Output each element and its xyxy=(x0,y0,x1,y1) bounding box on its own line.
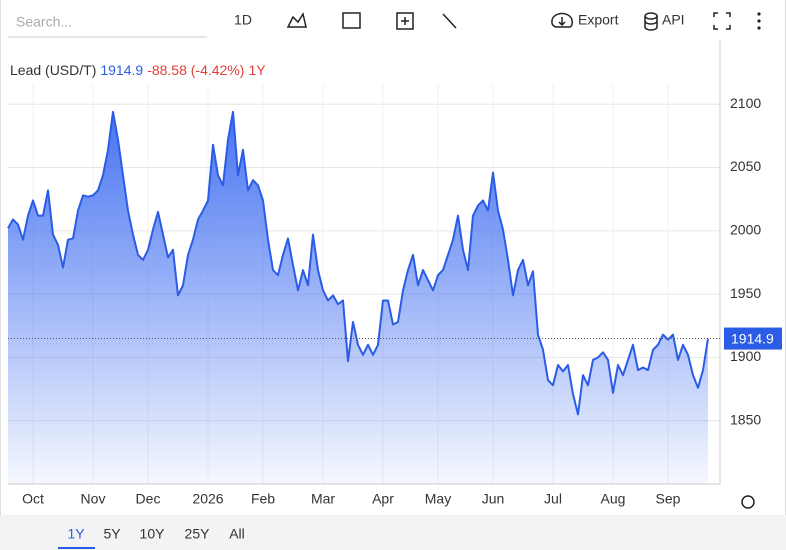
x-tick-label: Dec xyxy=(136,491,161,507)
y-tick-label: 2050 xyxy=(730,158,761,174)
gear-icon[interactable] xyxy=(741,495,755,509)
search-input[interactable]: Search... xyxy=(16,14,72,30)
y-tick-label: 1950 xyxy=(730,285,761,301)
y-tick-label: 1850 xyxy=(730,411,761,427)
last-value-box xyxy=(724,327,782,350)
x-tick-label: Jul xyxy=(544,491,562,507)
api-icon[interactable] xyxy=(644,12,658,20)
x-tick-label: Aug xyxy=(601,491,626,507)
compare-icon[interactable] xyxy=(396,12,414,30)
menu-icon[interactable] xyxy=(757,12,761,30)
x-tick-label: 2026 xyxy=(192,491,223,507)
legend-price: 1914.9 xyxy=(100,62,143,78)
range-button[interactable]: 25Y xyxy=(185,526,211,542)
range-button[interactable]: All xyxy=(229,526,245,542)
y-tick-label: 2000 xyxy=(730,222,761,238)
x-tick-label: Sep xyxy=(656,491,681,507)
range-button[interactable]: 5Y xyxy=(103,526,121,542)
range-button[interactable]: 10Y xyxy=(140,526,166,542)
line xyxy=(7,110,709,416)
x-tick-label: Feb xyxy=(251,491,275,507)
last-value-label: 1914.9 xyxy=(731,330,774,346)
x-tick-label: May xyxy=(425,491,451,507)
x-tick-label: Apr xyxy=(372,491,394,507)
export-button[interactable]: Export xyxy=(578,12,619,28)
x-tick-label: Jun xyxy=(482,491,505,507)
fullscreen-icon[interactable] xyxy=(713,12,731,30)
x-tick-label: Mar xyxy=(311,491,335,507)
calendar-icon[interactable] xyxy=(342,12,361,29)
legend-name: Lead (USD/T) xyxy=(10,62,96,78)
range-bar xyxy=(0,515,786,550)
legend: Lead (USD/T) 1914.9 -88.58 (-4.42%) 1Y xyxy=(10,62,266,78)
settings-wrench[interactable] xyxy=(442,13,457,29)
interval-button[interactable]: 1D xyxy=(234,12,252,28)
export-icon[interactable] xyxy=(551,12,574,28)
y-tick-label: 1900 xyxy=(730,348,761,364)
legend-change: -88.58 (-4.42%) xyxy=(147,62,244,78)
legend-period: 1Y xyxy=(248,62,266,78)
api-icon-body xyxy=(644,16,658,31)
chart-type-icon[interactable] xyxy=(286,12,307,28)
area xyxy=(8,111,708,485)
range-button[interactable]: 1Y xyxy=(67,526,85,542)
x-tick-label: Nov xyxy=(81,491,106,507)
y-tick-label: 2100 xyxy=(730,95,761,111)
api-button[interactable]: API xyxy=(662,12,685,28)
compare-icon-plus xyxy=(401,17,409,25)
x-tick-label: Oct xyxy=(22,491,44,507)
